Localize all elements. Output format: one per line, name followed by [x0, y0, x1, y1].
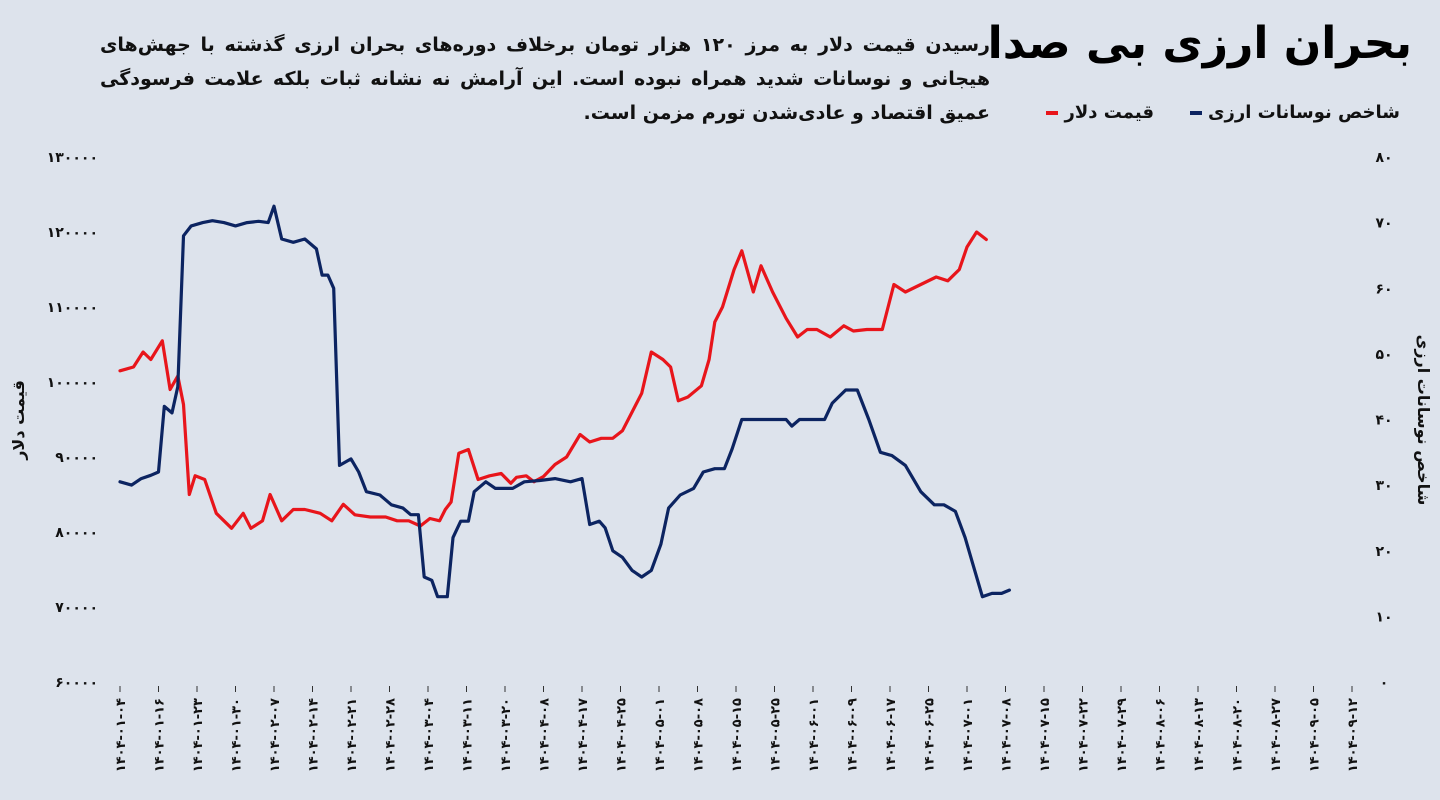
x-tick-label: ۱۴۰۴-۰۲-۲۸: [384, 698, 399, 772]
y-right-tick-label: ۱۰: [1375, 609, 1392, 625]
x-tick-label: ۱۴۰۴-۰۳-۲۰: [499, 698, 514, 772]
y-right-tick-label: ۴۰: [1375, 413, 1392, 429]
chart-subtitle: رسیدن قیمت دلار به مرز ۱۲۰ هزار تومان بر…: [100, 34, 990, 124]
y-left-axis-label: قیمت دلار: [9, 380, 28, 461]
y-right-tick-label: ۳۰: [1375, 478, 1392, 494]
y-right-tick-label: ۰: [1380, 675, 1389, 691]
x-tick-label: ۱۴۰۴-۰۹-۱۲: [1346, 698, 1361, 772]
legend-label-usd: قیمت دلار: [1064, 102, 1154, 123]
y-left-tick-label: ۸۰۰۰۰: [55, 525, 98, 541]
x-tick-label: ۱۴۰۴-۰۸-۲۰: [1231, 698, 1246, 772]
series-lines: [118, 204, 1011, 599]
y-left-tick-label: ۹۰۰۰۰: [55, 450, 98, 466]
y-left-tick-label: ۶۰۰۰۰: [55, 675, 98, 691]
y-left-tick-label: ۱۳۰۰۰۰: [47, 150, 98, 166]
x-tick-label: ۱۴۰۴-۰۵-۰۸: [692, 698, 707, 772]
x-tick-label: ۱۴۰۴-۰۳-۱۱: [461, 698, 476, 772]
x-tick-label: ۱۴۰۴-۰۶-۱۷: [884, 698, 899, 772]
x-tick-label: ۱۴۰۴-۰۲-۲۱: [345, 698, 360, 772]
x-tick-label: ۱۴۰۴-۰۵-۰۱: [653, 698, 668, 772]
x-tick-label: ۱۴۰۴-۰۱-۲۳: [191, 698, 206, 772]
x-tick-label: ۱۴۰۴-۰۶-۰۱: [807, 698, 822, 772]
legend-label-vol: شاخص نوسانات ارزی: [1207, 102, 1400, 123]
legend-item-vol: شاخص نوسانات ارزی: [1189, 102, 1400, 123]
x-tick-label: ۱۴۰۴-۰۴-۲۵: [615, 698, 630, 772]
x-tick-label: ۱۴۰۴-۰۳-۰۴: [422, 698, 437, 772]
y-left-tick-label: ۱۱۰۰۰۰: [47, 300, 98, 316]
x-axis: ۱۴۰۴-۰۱-۰۴ ۱۴۰۴-۰۱-۱۶ ۱۴۰۴-۰۱-۲۳ ۱۴۰۴-۰۱-۳۰…: [114, 686, 1361, 772]
y-right-tick-label: ۶۰: [1375, 281, 1392, 297]
x-tick-label: ۱۴۰۴-۰۸-۰۶: [1154, 698, 1169, 772]
x-tick-label: ۱۴۰۴-۰۱-۱۶: [153, 698, 168, 772]
x-tick-label: ۱۴۰۴-۰۴-۰۸: [538, 698, 553, 772]
x-tick-label: ۱۴۰۴-۰۲-۰۷: [268, 698, 283, 772]
x-tick-label: ۱۴۰۴-۰۲-۱۴: [307, 698, 322, 772]
x-tick-label: ۱۴۰۴-۰۱-۰۴: [114, 698, 129, 772]
x-tick-label: ۱۴۰۴-۰۸-۱۳: [1192, 698, 1207, 772]
x-tick-label: ۱۴۰۴-۰۹-۰۵: [1308, 698, 1323, 772]
x-tick-label: ۱۴۰۴-۰۱-۳۰: [230, 698, 245, 772]
y-right-tick-label: ۸۰: [1375, 150, 1392, 166]
y-right-tick-label: ۲۰: [1375, 544, 1392, 560]
x-tick-label: ۱۴۰۴-۰۴-۱۷: [576, 698, 591, 772]
x-tick-label: ۱۴۰۴-۰۵-۲۵: [769, 698, 784, 772]
y-left-tick-label: ۱۰۰۰۰۰: [47, 375, 98, 391]
series-line-volatility: [118, 204, 1011, 599]
chart-title: بحران ارزی بی صدا: [987, 18, 1412, 69]
y-left-tick-label: ۱۲۰۰۰۰: [47, 225, 98, 241]
y-right-axis-label: شاخص نوسانات ارزی: [1414, 335, 1433, 506]
x-tick-label: ۱۴۰۴-۰۷-۰۱: [961, 698, 976, 772]
y-right-tick-label: ۷۰: [1375, 216, 1392, 232]
legend-item-usd: قیمت دلار: [1046, 102, 1154, 123]
legend-swatch-usd: [1046, 110, 1059, 115]
x-tick-label: ۱۴۰۴-۰۶-۲۵: [923, 698, 938, 772]
y-right-tick-label: ۵۰: [1375, 347, 1392, 363]
series-line-usd: [118, 230, 988, 530]
y-axis-left: ۶۰۰۰۰ ۷۰۰۰۰ ۸۰۰۰۰ ۹۰۰۰۰ ۱۰۰۰۰۰ ۱۱۰۰۰۰ ۱۲۰۰۰۰ ۱۳…: [9, 150, 98, 691]
legend-swatch-vol: [1189, 110, 1202, 115]
x-tick-label: ۱۴۰۴-۰۶-۰۹: [846, 698, 861, 772]
y-axis-right: ۰ ۱۰ ۲۰ ۳۰ ۴۰ ۵۰ ۶۰ ۷۰ ۸۰ شاخص نوسانات ارزی: [1375, 150, 1433, 691]
x-tick-label: ۱۴۰۴-۰۷-۲۲: [1077, 698, 1092, 772]
x-tick-label: ۱۴۰۴-۰۷-۱۵: [1038, 698, 1053, 772]
x-tick-label: ۱۴۰۴-۰۵-۱۵: [730, 698, 745, 772]
y-left-tick-label: ۷۰۰۰۰: [55, 600, 98, 616]
x-tick-label: ۱۴۰۴-۰۷-۰۸: [1000, 698, 1015, 772]
x-tick-label: ۱۴۰۴-۰۷-۲۹: [1115, 698, 1130, 772]
x-tick-label: ۱۴۰۴-۰۸-۲۷: [1269, 698, 1284, 772]
